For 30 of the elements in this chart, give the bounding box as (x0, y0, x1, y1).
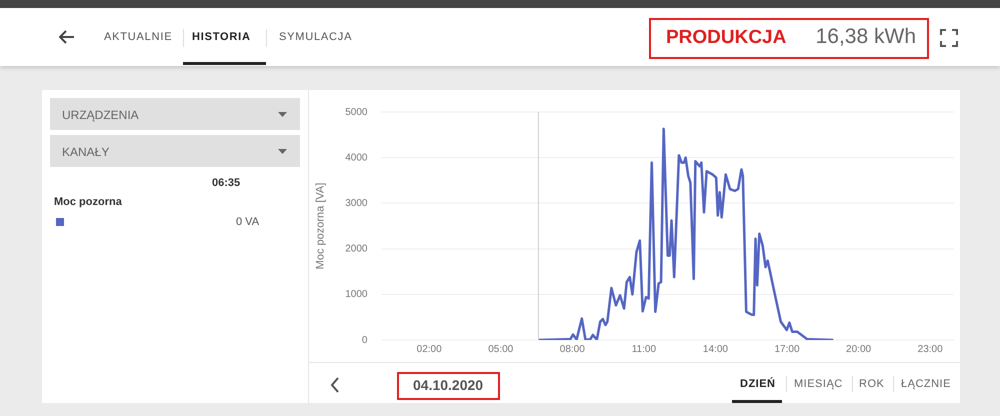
text: 04.10.2020 (413, 377, 484, 393)
x-tick-label: 20:00 (846, 344, 872, 355)
y-tick-label: 4000 (345, 152, 368, 164)
text: DZIEŃ (740, 378, 776, 390)
x-tick-label: 23:00 (918, 344, 944, 355)
text: URZĄDZENIA (62, 108, 139, 122)
text: Moc pozorna (54, 196, 122, 208)
y-tick-label: 1000 (345, 289, 368, 300)
text: 06:35 (212, 177, 240, 189)
text: 0 VA (236, 216, 260, 228)
y-tick-label: 5000 (345, 106, 368, 118)
text: ROK (859, 378, 884, 390)
text: HISTORIA (192, 31, 251, 43)
y-tick-label: 3000 (345, 198, 368, 209)
text: SYMULACJA (279, 31, 352, 43)
text: ŁĄCZNIE (901, 378, 951, 390)
text: 16,38 kWh (816, 25, 916, 49)
text: AKTUALNIE (104, 31, 172, 43)
text: MIESIĄC (794, 378, 843, 390)
x-tick-label: 08:00 (560, 344, 586, 355)
x-tick-label: 11:00 (632, 344, 656, 355)
y-tick-label: 0 (362, 334, 368, 346)
x-tick-label: 17:00 (774, 344, 800, 355)
x-tick-label: 02:00 (416, 344, 442, 355)
text: PRODUKCJA (666, 27, 786, 49)
text: KANAŁY (62, 145, 110, 159)
x-tick-label: 14:00 (702, 344, 728, 355)
y-tick-label: 2000 (345, 244, 368, 255)
x-tick-label: 05:00 (488, 344, 514, 355)
y-axis-title: Moc pozorna [VA] (314, 182, 327, 270)
